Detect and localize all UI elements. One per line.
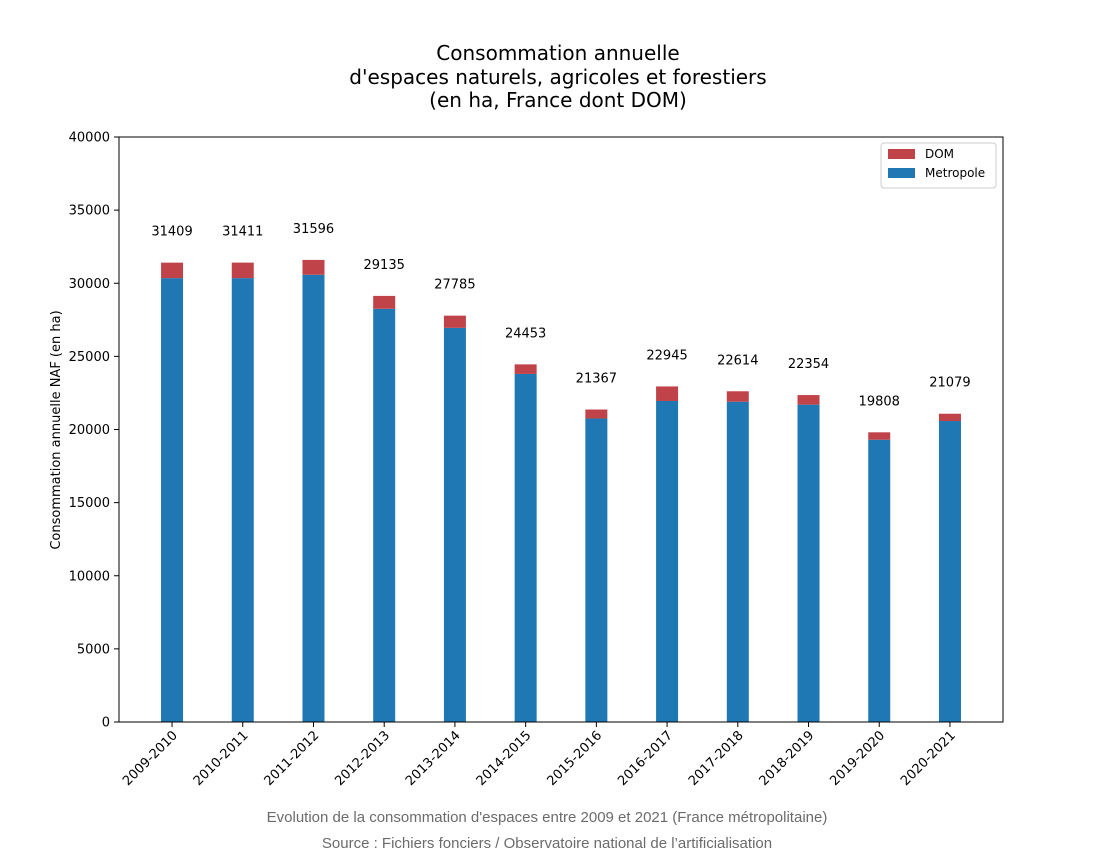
value-label-2010-2011: 31411 [222, 225, 263, 240]
y-tick-label-10000: 10000 [69, 569, 110, 584]
value-label-2019-2020: 19808 [859, 394, 900, 409]
y-axis-label: Consommation annuelle NAF (en ha) [49, 310, 64, 549]
x-tick-label-2011-2012: 2011-2012 [262, 728, 323, 789]
bars-layer [161, 259, 961, 722]
x-tick-label-2012-2013: 2012-2013 [332, 728, 393, 789]
bar-metropole-2010-2011 [231, 278, 254, 722]
x-tick-label-2010-2011: 2010-2011 [191, 728, 252, 789]
bar-metropole-2013-2014 [443, 327, 466, 722]
legend-swatch-metropole [888, 168, 915, 178]
bar-dom-2009-2010 [161, 262, 184, 279]
chart-title-line-3: (en ha, France dont DOM) [429, 88, 687, 112]
bar-metropole-2017-2018 [726, 401, 749, 722]
bar-metropole-2014-2015 [514, 373, 537, 722]
legend-swatch-dom [888, 149, 915, 159]
value-label-2018-2019: 22354 [788, 357, 829, 372]
caption-description: Evolution de la consommation d'espaces e… [266, 809, 828, 826]
legend-label-metropole: Metropole [925, 166, 985, 180]
bar-dom-2015-2016 [585, 409, 608, 419]
bar-metropole-2011-2012 [302, 274, 325, 722]
y-tick-label-0: 0 [102, 716, 110, 731]
chart-title-line-1: Consommation annuelle [436, 41, 679, 65]
value-label-2014-2015: 24453 [505, 326, 546, 341]
bar-metropole-2015-2016 [585, 418, 608, 722]
value-label-2015-2016: 21367 [576, 372, 617, 387]
bar-metropole-2016-2017 [656, 400, 679, 722]
y-tick-label-40000: 40000 [69, 131, 110, 146]
y-tick-label-25000: 25000 [69, 350, 110, 365]
bar-dom-2019-2020 [868, 432, 891, 440]
value-label-2016-2017: 22945 [646, 348, 687, 363]
legend: DOM Metropole [880, 142, 997, 189]
x-tick-label-2009-2010: 2009-2010 [120, 728, 181, 789]
x-tick-label-2015-2016: 2015-2016 [544, 728, 605, 789]
value-label-2013-2014: 27785 [434, 278, 475, 293]
value-label-2017-2018: 22614 [717, 353, 758, 368]
y-tick-label-35000: 35000 [69, 204, 110, 219]
x-tick-label-2014-2015: 2014-2015 [474, 728, 535, 789]
chart-title: Consommation annuelle d'espaces naturels… [349, 41, 766, 112]
chart: Consommation annuelle d'espaces naturels… [49, 41, 1004, 789]
bar-metropole-2019-2020 [868, 439, 891, 722]
bar-dom-2014-2015 [514, 364, 537, 374]
y-axis-ticks: 0 5000 10000 15000 20000 25000 30000 35000 40000 [69, 131, 119, 731]
bar-dom-2013-2014 [443, 315, 466, 328]
x-tick-label-2020-2021: 2020-2021 [898, 728, 959, 789]
plot-frame [118, 136, 1004, 723]
x-tick-label-2017-2018: 2017-2018 [686, 728, 747, 789]
bar-dom-2010-2011 [231, 262, 254, 279]
value-label-2011-2012: 31596 [293, 222, 334, 237]
bar-dom-2020-2021 [938, 413, 961, 422]
bar-dom-2016-2017 [656, 386, 679, 401]
caption-source: Source : Fichiers fonciers / Observatoir… [321, 835, 773, 852]
bar-metropole-2012-2013 [373, 308, 396, 722]
x-axis-ticks: 2009-2010 2010-2011 2011-2012 2012-2013 2013… [120, 722, 959, 789]
x-tick-label-2016-2017: 2016-2017 [615, 728, 676, 789]
y-tick-label-5000: 5000 [77, 642, 110, 657]
y-tick-label-15000: 15000 [69, 496, 110, 511]
value-labels-layer: 31409 31411 31596 29135 27785 24453 21367 22945… [151, 222, 970, 409]
bar-metropole-2018-2019 [797, 404, 820, 722]
legend-label-dom: DOM [925, 147, 954, 161]
y-tick-label-30000: 30000 [69, 277, 110, 292]
y-tick-label-20000: 20000 [69, 423, 110, 438]
bar-dom-2018-2019 [797, 395, 820, 405]
x-tick-label-2018-2019: 2018-2019 [757, 728, 818, 789]
chart-title-line-2: d'espaces naturels, agricoles et foresti… [349, 65, 766, 89]
value-label-2012-2013: 29135 [364, 258, 405, 273]
bar-dom-2017-2018 [726, 391, 749, 402]
value-label-2009-2010: 31409 [151, 225, 192, 240]
bar-dom-2012-2013 [373, 295, 396, 309]
value-label-2020-2021: 21079 [929, 376, 970, 391]
x-tick-label-2013-2014: 2013-2014 [403, 728, 464, 789]
bar-metropole-2020-2021 [938, 421, 961, 722]
bar-metropole-2009-2010 [161, 278, 184, 722]
bar-dom-2011-2012 [302, 259, 325, 275]
x-tick-label-2019-2020: 2019-2020 [827, 728, 888, 789]
